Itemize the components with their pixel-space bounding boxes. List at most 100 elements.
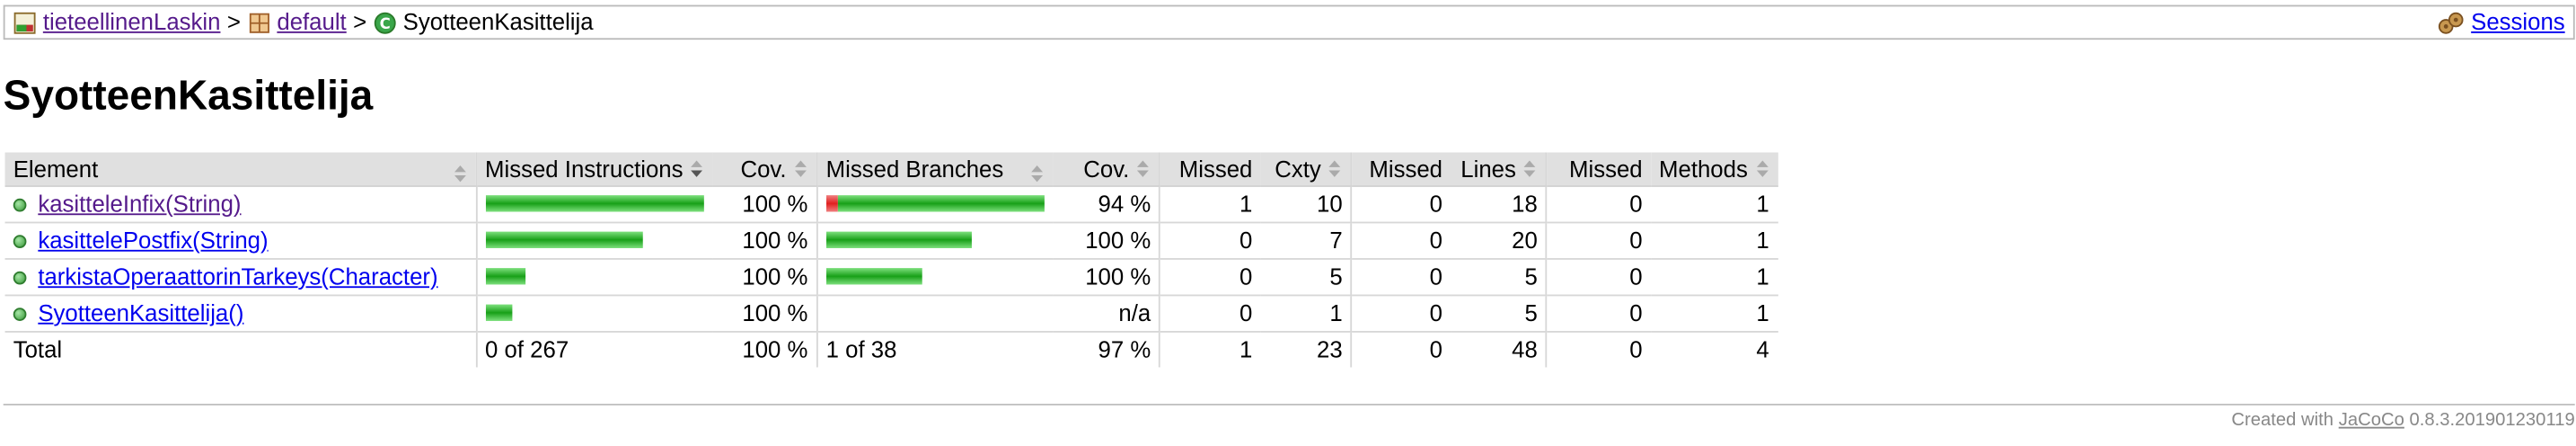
class-icon: C	[374, 12, 397, 43]
jacoco-link[interactable]: JaCoCo	[2338, 410, 2404, 431]
coverage-table: Element Missed Instructions Cov. Missed …	[4, 152, 1778, 368]
sort-icon	[1522, 156, 1538, 177]
branch-coverage: n/a	[1052, 294, 1160, 332]
header-methods[interactable]: Methods	[1650, 152, 1778, 187]
covered-bar-segment	[825, 268, 922, 285]
breadcrumb-package-link[interactable]: default	[277, 8, 347, 35]
total-branches: 1 of 38	[816, 330, 1053, 368]
footer-version: 0.8.3.201901230119	[2409, 410, 2575, 431]
total-instr-coverage: 100 %	[712, 330, 817, 368]
header-instr-coverage[interactable]: Cov.	[712, 152, 817, 187]
header-element[interactable]: Element	[4, 152, 476, 187]
sort-icon	[1136, 156, 1151, 177]
table-row: kasittelePostfix(String) 100 % 100 % 0 7 0 20 0…	[4, 221, 1778, 259]
footer-divider	[3, 403, 2575, 406]
coverage-bar	[485, 195, 704, 212]
cxty-missed: 0	[1159, 221, 1261, 259]
total-methods: 4	[1650, 330, 1778, 368]
cxty-missed: 0	[1159, 294, 1261, 332]
breadcrumb-separator: >	[353, 8, 367, 35]
sort-icon	[452, 162, 467, 182]
element-cell: kasitteleInfix(String)	[4, 185, 476, 223]
total-instructions: 0 of 267	[474, 330, 713, 368]
covered-bar-segment	[485, 231, 642, 248]
branches-bar-cell	[816, 185, 1053, 223]
method-link[interactable]: kasitteleInfix(String)	[38, 190, 242, 218]
method-icon	[13, 308, 27, 321]
instr-coverage: 100 %	[712, 185, 817, 223]
cxty: 5	[1260, 258, 1352, 296]
breadcrumb-current: SyotteenKasittelija	[402, 8, 594, 35]
coverage-bar	[485, 231, 704, 248]
methods-missed: 0	[1546, 294, 1651, 332]
element-cell: SyotteenKasittelija()	[4, 294, 476, 332]
branch-coverage: 94 %	[1052, 185, 1160, 223]
table-row: tarkistaOperaattorinTarkeys(Character) 10…	[4, 258, 1778, 296]
instructions-bar-cell	[474, 221, 713, 259]
total-methods-missed: 0	[1546, 330, 1651, 368]
methods: 1	[1650, 258, 1778, 296]
cxty: 1	[1260, 294, 1352, 332]
sessions-link[interactable]: Sessions	[2471, 8, 2565, 35]
method-link[interactable]: kasittelePostfix(String)	[38, 227, 269, 254]
methods: 1	[1650, 294, 1778, 332]
package-icon	[247, 12, 270, 43]
header-missed-branches[interactable]: Missed Branches	[816, 152, 1053, 187]
coverage-bar	[825, 231, 1045, 248]
footer: Created with JaCoCo 0.8.3.201901230119	[2231, 410, 2574, 430]
covered-bar-segment	[485, 268, 525, 285]
header-cxty[interactable]: Cxty	[1260, 152, 1352, 187]
total-lines-missed: 0	[1350, 330, 1451, 368]
breadcrumb-separator: >	[226, 8, 241, 35]
lines: 5	[1451, 294, 1547, 332]
breadcrumb-project-link[interactable]: tieteellinenLaskin	[42, 8, 221, 35]
header-lines[interactable]: Lines	[1451, 152, 1547, 187]
instr-coverage: 100 %	[712, 258, 817, 296]
method-icon	[13, 271, 27, 285]
sort-icon	[1029, 162, 1045, 182]
sort-icon	[1754, 156, 1769, 177]
sort-desc-icon	[690, 156, 705, 177]
missed-bar-segment	[825, 195, 838, 212]
coverage-bar	[485, 304, 704, 321]
instructions-bar-cell	[474, 185, 713, 223]
table-row: kasitteleInfix(String) 100 % 94 % 1 10 0 18 0 1	[4, 185, 1778, 223]
covered-bar-segment	[825, 231, 972, 248]
covered-bar-segment	[837, 195, 1045, 212]
lines-missed: 0	[1350, 221, 1451, 259]
total-row: Total 0 of 267 100 % 1 of 38 97 % 1 23 0…	[4, 330, 1778, 368]
total-label: Total	[4, 330, 476, 368]
breadcrumb-trail: tieteellinenLaskin > default > C SyotteenK…	[13, 6, 594, 42]
coverage-bar	[825, 195, 1045, 212]
sort-icon	[1328, 156, 1343, 177]
sort-icon	[793, 156, 808, 177]
method-icon	[13, 198, 27, 212]
svg-text:C: C	[379, 15, 390, 32]
lines-missed: 0	[1350, 294, 1451, 332]
methods-missed: 0	[1546, 258, 1651, 296]
instructions-bar-cell	[474, 294, 713, 332]
header-cxty-missed[interactable]: Missed	[1159, 152, 1261, 187]
header-missed-instructions[interactable]: Missed Instructions	[474, 152, 713, 187]
breadcrumb: tieteellinenLaskin > default > C SyotteenK…	[3, 4, 2575, 43]
sessions-icon	[2438, 12, 2464, 43]
instr-coverage: 100 %	[712, 221, 817, 259]
header-lines-missed[interactable]: Missed	[1350, 152, 1451, 187]
table-row: SyotteenKasittelija() 100 % n/a 0 1 0 5 0 1	[4, 294, 1778, 332]
branches-bar-cell	[816, 258, 1053, 296]
header-methods-missed[interactable]: Missed	[1546, 152, 1651, 187]
cxty-missed: 0	[1159, 258, 1261, 296]
total-branch-coverage: 97 %	[1052, 330, 1160, 368]
method-link[interactable]: tarkistaOperaattorinTarkeys(Character)	[38, 263, 438, 290]
instr-coverage: 100 %	[712, 294, 817, 332]
table-header-row: Element Missed Instructions Cov. Missed …	[4, 152, 1778, 187]
covered-bar-segment	[485, 304, 512, 321]
page-title: SyotteenKasittelija	[3, 72, 374, 120]
lines: 20	[1451, 221, 1547, 259]
methods: 1	[1650, 185, 1778, 223]
sessions-link-wrap[interactable]: Sessions	[2438, 6, 2565, 43]
lines-missed: 0	[1350, 258, 1451, 296]
header-branch-coverage[interactable]: Cov.	[1052, 152, 1160, 187]
method-link[interactable]: SyotteenKasittelija()	[38, 299, 244, 326]
branches-bar-cell	[816, 221, 1053, 259]
